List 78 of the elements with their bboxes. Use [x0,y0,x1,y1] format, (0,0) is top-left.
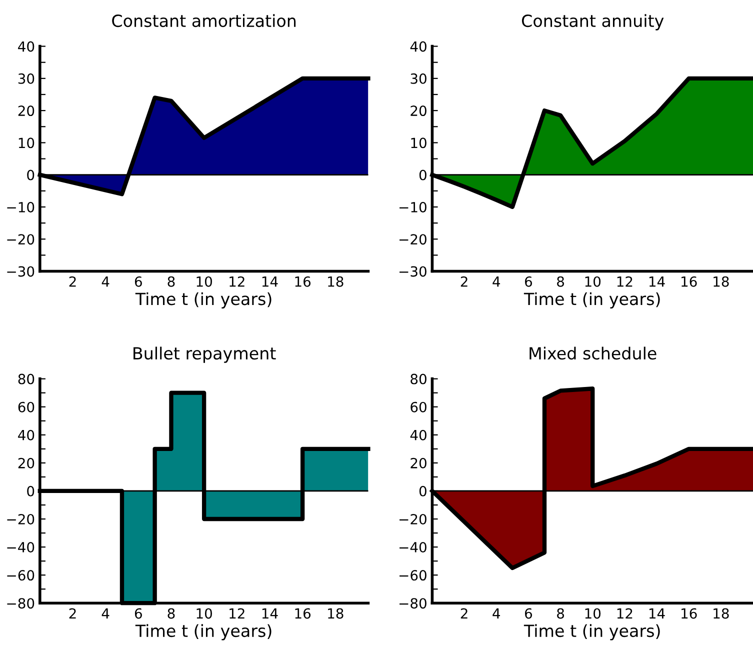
y-tick-label: 0 [27,486,34,496]
y-tick-label: 60 [410,402,426,412]
x-tick-label: 2 [69,608,76,619]
y-tick-label: −80 [7,598,34,609]
y-tick-label: −10 [7,202,34,212]
x-tick-label: 10 [585,276,601,287]
x-tick-label: 14 [262,276,278,287]
y-tick-label: 0 [27,170,34,180]
x-tick-label: 12 [230,608,244,619]
y-tick-label: 40 [410,430,426,440]
x-tick-label: 8 [557,608,564,619]
chart-title: Constant amortization [112,14,296,28]
y-tick-label: 80 [410,374,426,384]
y-tick-label: 30 [18,73,34,84]
x-tick-label: 10 [196,608,212,619]
x-tick-label: 18 [328,276,344,287]
y-tick-label: 20 [18,458,34,468]
y-tick-label: −20 [400,234,426,245]
y-tick-label: −10 [400,202,426,212]
chart-title: Bullet repayment [134,346,276,363]
y-tick-label: 30 [410,73,426,84]
x-tick-label: 16 [682,276,697,287]
y-tick-label: −20 [7,514,34,524]
chart-title: Constant annuity [522,14,664,30]
x-tick-label: 2 [69,276,76,287]
x-tick-label: 18 [328,608,344,619]
y-tick-label: 20 [410,106,426,116]
y-tick-label: −30 [7,266,34,277]
x-tick-label: 2 [460,608,468,619]
y-tick-label: 20 [410,458,426,468]
y-tick-label: 10 [18,138,34,148]
x-tick-label: 6 [525,608,532,619]
x-tick-label: 16 [295,608,311,619]
y-tick-label: 80 [18,374,34,384]
x-tick-label: 16 [682,608,697,619]
x-axis-title: Time t (in years) [135,624,272,640]
x-tick-label: 10 [196,276,212,287]
x-axis-title: Time t (in years) [135,292,272,308]
y-tick-label: 40 [18,41,34,52]
x-tick-label: 10 [585,608,601,619]
y-tick-label: −40 [400,542,426,552]
x-tick-label: 14 [649,276,665,287]
x-axis-title: Time t (in years) [524,624,660,640]
y-tick-label: −30 [400,266,426,277]
x-tick-label: 8 [557,276,564,287]
x-tick-label: 6 [525,276,532,287]
x-tick-label: 14 [649,608,665,619]
x-tick-label: 2 [460,276,468,287]
y-tick-label: −60 [7,570,34,581]
x-tick-label: 18 [714,608,729,619]
x-tick-label: 12 [617,276,632,287]
y-tick-label: 40 [410,41,426,52]
x-tick-label: 12 [617,608,632,619]
x-tick-label: 8 [168,608,175,619]
x-tick-label: 16 [295,276,311,287]
y-tick-label: −80 [400,598,426,609]
y-tick-label: 0 [419,170,426,180]
y-tick-label: 60 [18,402,34,412]
x-tick-label: 4 [492,276,500,287]
y-tick-label: −20 [7,234,34,245]
x-tick-label: 4 [102,608,110,619]
x-axis-title: Time t (in years) [524,292,660,308]
x-tick-label: 6 [134,608,142,619]
x-tick-label: 4 [492,608,500,619]
y-tick-label: 20 [18,106,34,116]
x-tick-label: 12 [230,276,244,287]
y-tick-label: −40 [7,542,34,552]
x-tick-label: 4 [102,276,110,287]
x-tick-label: 8 [168,276,175,287]
x-tick-label: 18 [714,276,729,287]
x-tick-label: 6 [134,276,142,287]
y-tick-label: 0 [419,486,426,496]
y-tick-label: −60 [400,570,426,581]
y-tick-label: −20 [400,514,426,524]
y-tick-label: 10 [411,138,426,148]
x-tick-label: 14 [262,608,278,619]
chart-title: Mixed schedule [530,346,656,360]
y-tick-label: 40 [18,430,34,440]
